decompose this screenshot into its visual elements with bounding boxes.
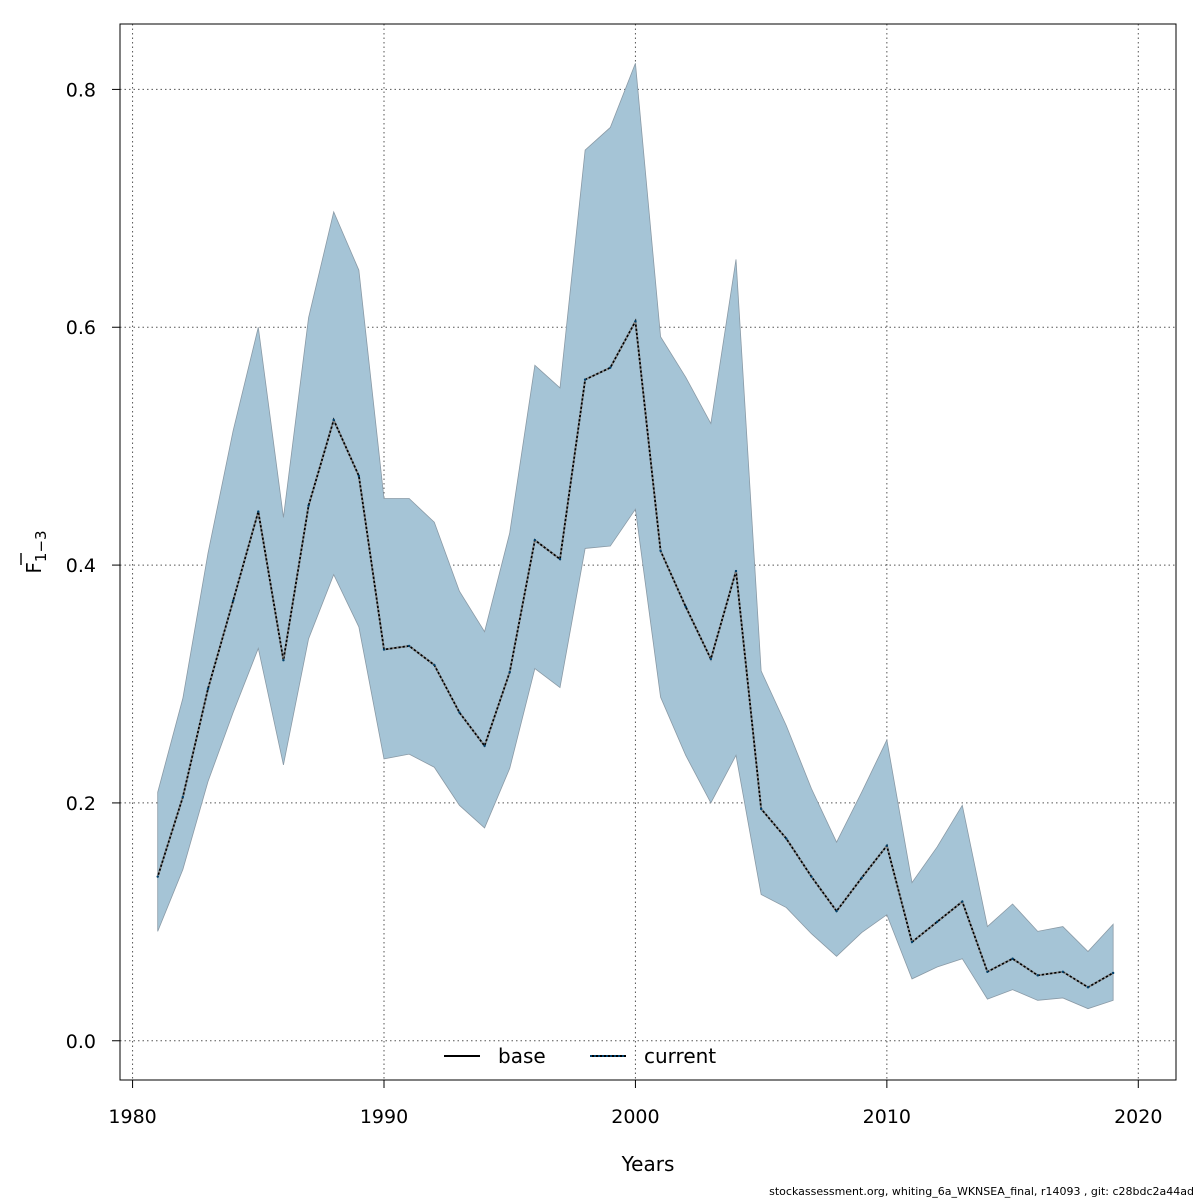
x-tick-label-1: 1990 — [360, 1106, 408, 1128]
series-point-current-1995 — [508, 670, 511, 674]
series-point-current-2018 — [1086, 986, 1090, 989]
series-point-current-1983 — [206, 687, 210, 690]
series-point-current-2016 — [1036, 974, 1039, 977]
legend-label-current: current — [644, 1044, 716, 1068]
legend: base current — [444, 1044, 716, 1068]
series-layer — [156, 318, 1115, 989]
series-point-current-1982 — [181, 795, 185, 799]
y-tick-label-1: 0.2 — [66, 793, 96, 815]
series-line-current-dots — [156, 318, 1114, 989]
y-axis-title: F1−3 — [20, 530, 50, 574]
series-point-current-2012 — [935, 920, 939, 924]
x-axis: 1980 1990 2000 2010 2020 — [108, 1079, 1162, 1128]
series-point-current-2006 — [785, 837, 788, 840]
series-point-current-1991 — [407, 644, 411, 648]
y-tick-label-4: 0.8 — [66, 79, 96, 101]
series-point-current-2002 — [684, 605, 687, 608]
series-point-current-1997 — [558, 557, 562, 561]
series-point-current-2004 — [734, 569, 738, 573]
series-point-current-1992 — [433, 663, 436, 667]
series-point-current-2010 — [885, 844, 889, 847]
series-point-current-1985 — [257, 510, 260, 513]
series-point-current-1987 — [307, 504, 310, 507]
series-point-current-1990 — [382, 648, 386, 651]
series-point-current-1984 — [231, 599, 235, 602]
series-point-current-2019 — [1111, 971, 1115, 975]
series-point-current-2015 — [1011, 957, 1014, 960]
series-point-current-2003 — [709, 657, 713, 661]
series-point-current-1993 — [458, 711, 461, 714]
x-tick-label-2: 2000 — [611, 1106, 659, 1128]
confidence-band-layer — [157, 63, 1114, 1010]
x-tick-label-0: 1980 — [108, 1106, 156, 1128]
svg-text:F1−3: F1−3 — [22, 530, 50, 573]
series-point-current-2013 — [961, 900, 964, 903]
series-point-current-2001 — [659, 549, 662, 553]
series-point-current-1981 — [156, 875, 159, 878]
y-axis: 0.0 0.2 0.4 0.6 0.8 — [66, 79, 121, 1053]
series-point-current-2009 — [860, 876, 863, 880]
x-axis-title: Years — [621, 1152, 675, 1176]
x-tick-label-3: 2010 — [863, 1106, 911, 1128]
series-point-current-1989 — [357, 474, 361, 478]
series-point-current-2007 — [810, 875, 813, 878]
footer-credit: stockassessment.org, whiting_6a_WKNSEA_f… — [769, 1185, 1194, 1198]
y-tick-label-0: 0.0 — [66, 1031, 96, 1053]
series-point-current-1998 — [583, 378, 587, 381]
series-point-current-1986 — [282, 659, 285, 662]
series-point-current-1994 — [483, 744, 486, 748]
series-point-current-2008 — [835, 909, 838, 913]
y-axis-title-subscript: 1−3 — [32, 530, 50, 562]
confidence-band — [157, 63, 1114, 1010]
series-point-current-1999 — [609, 366, 612, 369]
legend-label-base: base — [498, 1044, 546, 1068]
x-tick-label-4: 2020 — [1114, 1106, 1162, 1128]
series-point-current-2014 — [986, 970, 989, 973]
series-point-current-2005 — [759, 807, 763, 811]
y-tick-label-3: 0.6 — [66, 317, 96, 339]
series-point-current-2000 — [634, 320, 637, 323]
legend-item-base: base — [444, 1044, 546, 1068]
series-point-current-1988 — [332, 418, 335, 422]
series-point-current-1996 — [533, 538, 537, 542]
series-point-current-2011 — [910, 940, 914, 944]
series-point-current-2017 — [1061, 970, 1065, 973]
legend-item-current: current — [590, 1044, 716, 1068]
y-tick-label-2: 0.4 — [66, 555, 96, 577]
y-axis-title-main: F — [22, 562, 46, 574]
